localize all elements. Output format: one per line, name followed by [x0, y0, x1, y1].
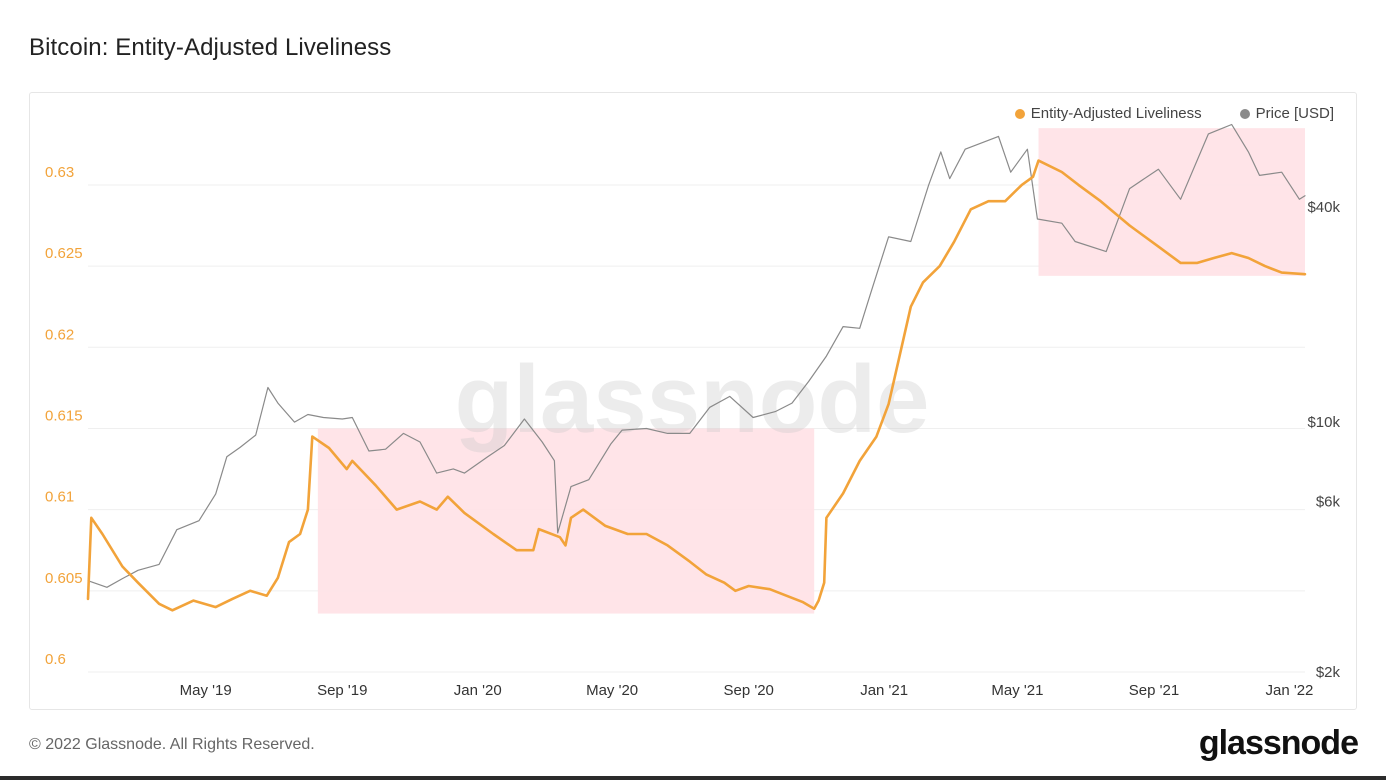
y-left-tick-label-0: 0.6 — [45, 651, 66, 668]
x-axis: May '19 Sep '19 Jan '20 May '20 Sep '20 Jan '… — [180, 682, 1314, 699]
legend-label-liveliness: Entity-Adjusted Liveliness — [1030, 105, 1202, 122]
series-line-liveliness — [86, 159, 1307, 612]
chart-frame — [29, 92, 1357, 710]
x-tick-label-7: Sep '21 — [1129, 682, 1179, 699]
y-left-tick-label-6: 0.63 — [45, 164, 74, 181]
y-left-tick-label-4: 0.62 — [45, 326, 74, 343]
bottom-rule — [0, 776, 1386, 780]
legend-dot-liveliness — [1014, 108, 1025, 119]
page-title: Bitcoin: Entity-Adjusted Liveliness — [29, 34, 392, 61]
x-tick-label-0: May '19 — [180, 682, 232, 699]
brand-logo: glassnode — [1198, 724, 1359, 762]
x-tick-label-4: Sep '20 — [723, 682, 773, 699]
y-left-tick-label-2: 0.61 — [45, 489, 74, 506]
x-tick-label-5: Jan '21 — [860, 682, 908, 699]
series-line-price — [87, 123, 1306, 588]
highlight-regions — [317, 128, 1305, 614]
legend-dot-price — [1239, 108, 1250, 119]
legend-item-liveliness[interactable]: Entity-Adjusted Liveliness — [1014, 105, 1202, 122]
x-tick-label-3: May '20 — [586, 682, 638, 699]
x-tick-label-1: Sep '19 — [317, 682, 367, 699]
watermark: glassnode — [455, 346, 930, 453]
price-series — [87, 123, 1306, 588]
y-left-tick-label-3: 0.615 — [45, 407, 83, 424]
legend-label-price: Price [USD] — [1255, 105, 1334, 122]
liveliness-series — [86, 159, 1307, 612]
x-tick-label-2: Jan '20 — [454, 682, 502, 699]
y-right-tick-label-2: $10k — [1307, 414, 1340, 431]
y-right-tick-label-3: $40k — [1307, 199, 1340, 216]
highlight-region-0 — [317, 428, 815, 614]
x-tick-label-6: May '21 — [991, 682, 1043, 699]
highlight-region-1 — [1038, 128, 1305, 276]
y-left-axis: 0.6 0.605 0.61 0.615 0.62 0.625 0.63 — [45, 164, 83, 668]
y-left-tick-label-1: 0.605 — [45, 570, 83, 587]
x-tick-label-8: Jan '22 — [1266, 682, 1314, 699]
copyright-footer: © 2022 Glassnode. All Rights Reserved. — [29, 736, 315, 753]
y-right-tick-label-1: $6k — [1316, 493, 1341, 510]
y-left-tick-label-5: 0.625 — [45, 245, 83, 262]
y-right-axis: $2k $6k $10k $40k — [1307, 199, 1340, 681]
legend: Entity-Adjusted Liveliness Price [USD] — [1014, 105, 1334, 122]
legend-item-price[interactable]: Price [USD] — [1239, 105, 1334, 122]
y-right-tick-label-0: $2k — [1316, 664, 1341, 681]
